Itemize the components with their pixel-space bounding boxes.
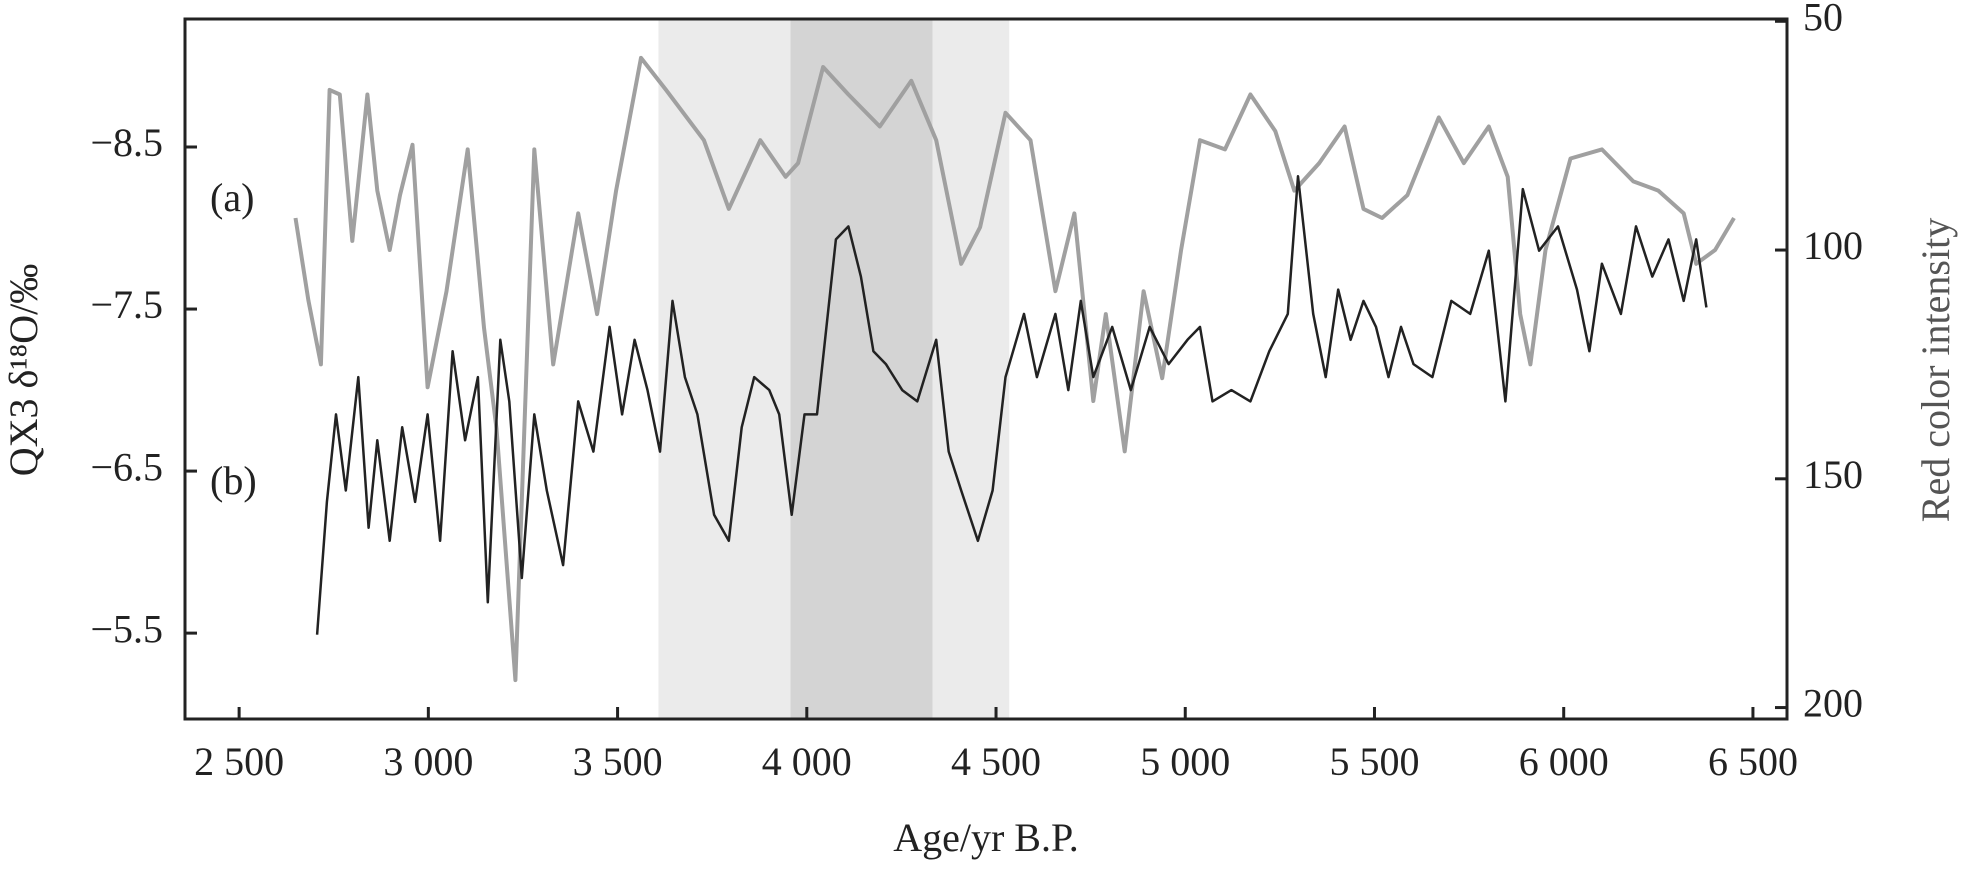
y-tick-label: −5.5 [90,606,163,651]
y-tick-label: −8.5 [90,120,163,165]
x-tick-label: 4 500 [951,739,1041,784]
y-tick-label: −6.5 [90,444,163,489]
y2-tick-label: 50 [1803,0,1843,39]
y-axis-label: QX3 δ¹⁸O/‰ [1,264,46,477]
y2-axis-label: Red color intensity [1913,218,1958,522]
shaded-range [790,19,933,719]
annotation: (b) [210,458,257,503]
y2-tick-label: 100 [1803,223,1863,268]
x-tick-label: 3 500 [573,739,663,784]
data-line [293,55,1736,683]
annotation: (a) [210,175,254,220]
x-tick-label: 6 000 [1519,739,1609,784]
x-axis-label: Age/yr B.P. [893,815,1079,860]
y2-tick-label: 150 [1803,452,1863,497]
x-tick-label: 5 500 [1329,739,1419,784]
plot-frame [183,17,1789,721]
y2-tick-label: 200 [1803,681,1863,726]
x-tick-label: 2 500 [194,739,284,784]
y-tick-label: −7.5 [90,282,163,327]
x-tick-label: 6 500 [1708,739,1798,784]
x-tick-label: 4 000 [762,739,852,784]
data-line [315,174,1708,635]
x-tick-label: 5 000 [1140,739,1230,784]
x-tick-label: 3 000 [383,739,473,784]
